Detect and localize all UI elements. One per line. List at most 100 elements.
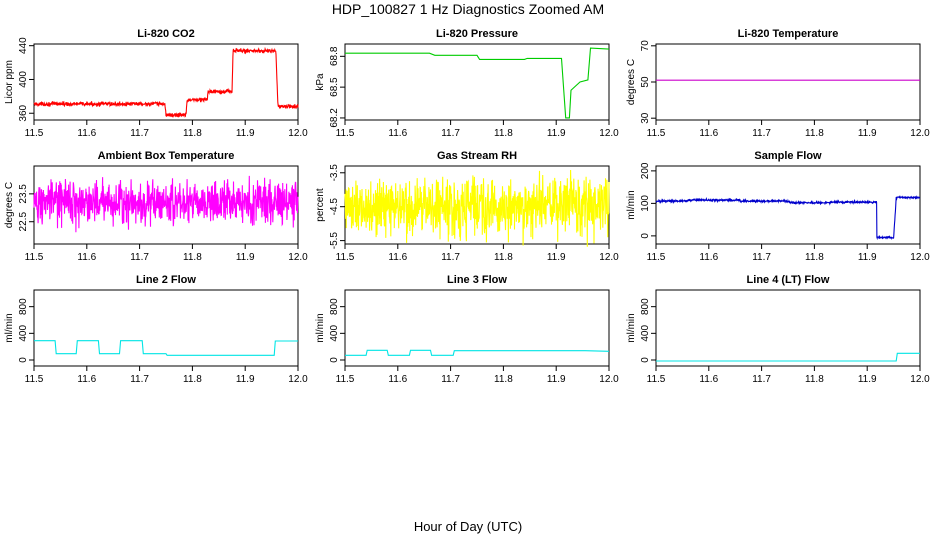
panel-title: Ambient Box Temperature — [98, 150, 235, 162]
panel-title: Sample Flow — [754, 150, 822, 162]
x-tick-label: 12.0 — [910, 128, 930, 139]
x-tick-label: 11.9 — [236, 374, 255, 385]
x-tick-label: 12.0 — [288, 128, 308, 139]
plot-frame — [655, 165, 921, 245]
plot-frame — [655, 43, 921, 121]
panel-7: Line 2 Flow 11.5 11.6 11.7 11.8 11.9 12.0 0 400 8… — [4, 274, 308, 385]
series-line — [345, 349, 610, 356]
y-axis-label: ml/min — [626, 190, 637, 219]
x-tick-label: 11.7 — [130, 128, 149, 139]
y-tick-label: 400 — [640, 325, 651, 342]
panel-title: Li-820 Temperature — [738, 28, 839, 40]
x-tick-label: 12.0 — [288, 252, 308, 263]
x-tick-label: 11.6 — [699, 252, 718, 263]
x-tick-label: 11.6 — [388, 252, 407, 263]
panel-title: Line 2 Flow — [136, 274, 196, 286]
x-tick-label: 11.6 — [699, 374, 718, 385]
x-tick-label: 11.8 — [183, 374, 202, 385]
y-tick-label: 440 — [18, 37, 29, 54]
series-line — [655, 195, 921, 241]
x-tick-label: 12.0 — [288, 374, 308, 385]
x-tick-label: 11.6 — [388, 128, 407, 139]
y-tick-label: 68.5 — [329, 77, 340, 97]
x-tick-label: 11.9 — [236, 128, 255, 139]
panel-3: Li-820 Temperature 11.5 11.6 11.7 11.8 11.9 12… — [626, 28, 930, 139]
y-tick-label: -5.5 — [329, 232, 340, 250]
y-tick-label: 68.8 — [329, 46, 340, 66]
y-axis-label: ml/min — [626, 313, 637, 342]
y-tick-label: 800 — [640, 298, 651, 315]
panel-title: Li-820 Pressure — [436, 28, 518, 40]
y-axis-label: percent — [315, 188, 326, 222]
y-tick-label: 400 — [329, 325, 340, 342]
y-tick-label: 200 — [640, 162, 651, 179]
x-tick-label: 11.7 — [130, 374, 149, 385]
panel-title: Li-820 CO2 — [137, 28, 194, 40]
panel-title: Line 3 Flow — [447, 274, 507, 286]
figure-xlabel: Hour of Day (UTC) — [414, 519, 522, 534]
x-tick-label: 11.5 — [647, 128, 666, 139]
y-axis-label: ml/min — [4, 313, 15, 342]
x-tick-label: 11.7 — [441, 252, 460, 263]
x-tick-label: 11.9 — [858, 128, 877, 139]
plot-frame — [33, 43, 299, 121]
y-axis-label: ml/min — [315, 313, 326, 342]
y-tick-label: 0 — [640, 233, 651, 239]
y-axis-label: degrees C — [626, 59, 637, 105]
y-tick-label: -4.5 — [329, 198, 340, 216]
y-tick-label: 400 — [18, 71, 29, 88]
series-line — [33, 46, 299, 118]
plot-frame — [655, 289, 921, 367]
panel-6: Sample Flow 11.5 11.6 11.7 11.8 11.9 12.0 0 100 2… — [626, 150, 930, 263]
series-line — [656, 352, 920, 362]
y-tick-label: 360 — [18, 104, 29, 121]
x-tick-label: 11.9 — [858, 252, 877, 263]
panel-5: Gas Stream RH 11.5 11.6 11.7 11.8 11.9 12.0 -5.… — [315, 150, 619, 263]
x-tick-label: 11.5 — [25, 374, 44, 385]
x-tick-label: 11.6 — [77, 128, 96, 139]
series-line — [34, 340, 298, 356]
x-tick-label: 11.7 — [752, 252, 771, 263]
series-line — [344, 169, 610, 247]
y-tick-label: 50 — [640, 76, 651, 88]
x-tick-label: 11.6 — [77, 374, 96, 385]
plot-frame — [344, 43, 610, 121]
x-tick-label: 11.9 — [547, 374, 566, 385]
x-tick-label: 12.0 — [910, 252, 930, 263]
panel-title: Line 4 (LT) Flow — [747, 274, 830, 286]
y-tick-label: 22.5 — [18, 212, 29, 232]
plot-frame — [344, 289, 610, 367]
x-tick-label: 11.8 — [494, 374, 513, 385]
x-tick-label: 12.0 — [599, 252, 619, 263]
x-tick-label: 12.0 — [599, 128, 619, 139]
x-tick-label: 11.5 — [336, 252, 355, 263]
x-tick-label: 11.7 — [752, 128, 771, 139]
x-tick-label: 12.0 — [599, 374, 619, 385]
x-tick-label: 11.8 — [494, 252, 513, 263]
x-tick-label: 11.7 — [130, 252, 149, 263]
x-tick-label: 11.5 — [336, 374, 355, 385]
x-tick-label: 11.8 — [494, 128, 513, 139]
x-tick-label: 11.7 — [441, 374, 460, 385]
x-tick-label: 11.5 — [25, 128, 44, 139]
y-axis-label: degrees C — [4, 182, 15, 228]
y-tick-label: 0 — [640, 357, 651, 363]
x-tick-label: 11.8 — [805, 252, 824, 263]
plot-frame — [33, 289, 299, 367]
x-tick-label: 11.6 — [388, 374, 407, 385]
panel-grid: Li-820 CO2 11.5 11.6 11.7 11.8 11.9 12.0 360 400… — [4, 28, 930, 385]
x-tick-label: 11.7 — [441, 128, 460, 139]
series-line — [33, 175, 299, 233]
panel-2: Li-820 Pressure 11.5 11.6 11.7 11.8 11.9 12.0 6… — [315, 28, 619, 139]
y-tick-label: 0 — [18, 357, 29, 363]
x-tick-label: 11.5 — [647, 374, 666, 385]
figure-title: HDP_100827 1 Hz Diagnostics Zoomed AM — [332, 1, 604, 17]
panel-4: Ambient Box Temperature 11.5 11.6 11.7 11.8 1… — [4, 150, 308, 263]
panel-1: Li-820 CO2 11.5 11.6 11.7 11.8 11.9 12.0 360 400… — [4, 28, 308, 139]
x-tick-label: 11.8 — [183, 252, 202, 263]
x-tick-label: 11.8 — [805, 374, 824, 385]
y-tick-label: 800 — [18, 298, 29, 315]
x-tick-label: 11.5 — [647, 252, 666, 263]
panel-9: Line 4 (LT) Flow 11.5 11.6 11.7 11.8 11.9 12.0… — [626, 274, 930, 385]
